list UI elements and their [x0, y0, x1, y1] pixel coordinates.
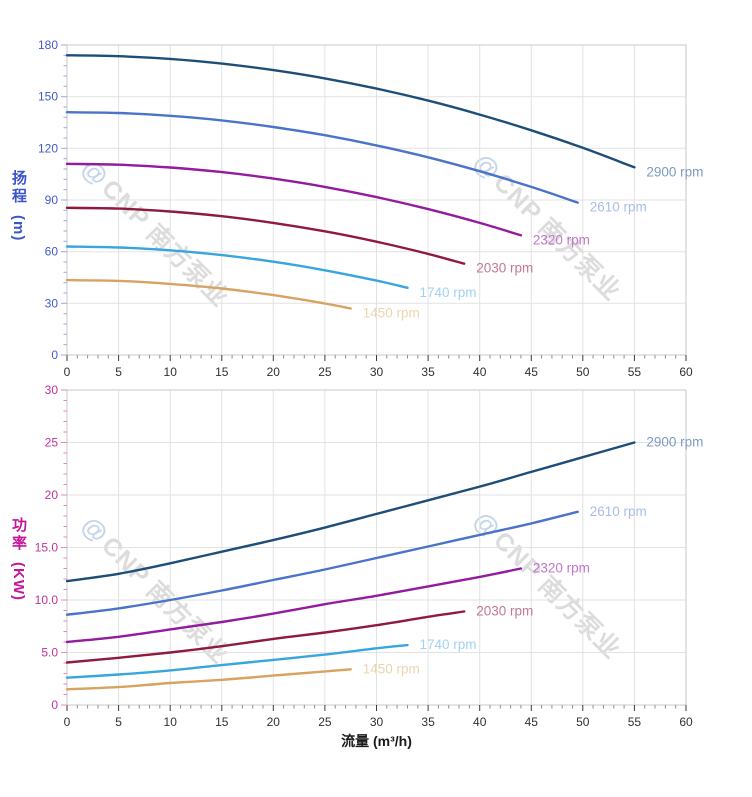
power-curve-label-1450rpm: 1450 rpm [363, 661, 420, 676]
head-curve-label-1740rpm: 1740 rpm [420, 285, 477, 300]
power-y-tick-label: 5.0 [41, 646, 58, 660]
head-x-tick-label: 5 [115, 365, 122, 379]
head-curve-2320rpm [65, 162, 523, 237]
head-curve-label-2900rpm: 2900 rpm [646, 164, 703, 179]
power-y-tick-label: 30 [45, 383, 59, 397]
power-x-tick-label: 0 [64, 715, 71, 729]
power-curve-2320rpm [65, 567, 523, 644]
power-x-tick-label: 20 [267, 715, 281, 729]
head-chart: 0 5 10 15 20 25 30 35 40 45 50 55 60 0 30 60 90 120 150 180… [38, 38, 703, 379]
head-axis-title: 扬程 (m) [10, 170, 27, 242]
power-curve-label-2030rpm: 2030 rpm [476, 604, 533, 619]
head-x-tick-label: 15 [215, 365, 229, 379]
power-axis-title-text: 功率 [10, 517, 27, 553]
head-x-tick-label: 50 [576, 365, 590, 379]
power-y-tick-label: 25 [45, 436, 59, 450]
head-x-tick-label: 20 [267, 365, 281, 379]
power-curve-2030rpm [65, 610, 466, 664]
head-y-tick-label: 0 [51, 348, 58, 362]
head-x-tick-label: 40 [473, 365, 487, 379]
power-curve-2610rpm [65, 510, 579, 616]
power-y-tick-label: 15.0 [35, 541, 59, 555]
power-x-tick-label: 45 [525, 715, 539, 729]
head-curve-2900rpm [65, 54, 636, 169]
power-curve-label-2900rpm: 2900 rpm [646, 435, 703, 450]
head-x-tick-label: 55 [628, 365, 642, 379]
head-curve-label-2610rpm: 2610 rpm [590, 200, 647, 215]
power-y-ticks [61, 389, 67, 706]
head-y-tick-label: 120 [38, 141, 58, 155]
power-curve-label-2320rpm: 2320 rpm [533, 561, 590, 576]
power-x-ticks [66, 705, 687, 711]
head-y-tick-label: 30 [45, 296, 59, 310]
head-y-tick-label: 150 [38, 90, 58, 104]
head-curve-1740rpm [65, 245, 409, 289]
power-x-tick-label: 15 [215, 715, 229, 729]
flow-axis-title: 流量 (m³/h) [341, 733, 412, 749]
head-gridlines [67, 45, 686, 355]
power-x-tick-label: 50 [576, 715, 590, 729]
power-chart: 0 5 10 15 20 25 30 35 40 45 50 55 60 0 5.0 10.0 15.0 20 25… [35, 383, 704, 729]
power-x-tick-label: 60 [679, 715, 693, 729]
power-x-tick-label: 10 [164, 715, 178, 729]
head-y-tick-label: 90 [45, 193, 59, 207]
head-x-tick-label: 10 [164, 365, 178, 379]
head-curve-label-1450rpm: 1450 rpm [363, 306, 420, 321]
head-curve-label-2320rpm: 2320 rpm [533, 232, 590, 247]
head-x-tick-label: 25 [318, 365, 332, 379]
power-x-tick-label: 35 [421, 715, 435, 729]
head-x-tick-label: 45 [525, 365, 539, 379]
power-x-tick-label: 40 [473, 715, 487, 729]
head-x-tick-label: 0 [64, 365, 71, 379]
power-axis-title: 功率 (KW) [10, 517, 27, 601]
power-curve-1450rpm [65, 668, 352, 691]
power-curve-2900rpm [65, 441, 636, 583]
power-curve-1740rpm [65, 643, 409, 679]
head-y-ticks [61, 44, 67, 356]
power-curve-label-2610rpm: 2610 rpm [590, 504, 647, 519]
power-x-tick-label: 5 [115, 715, 122, 729]
head-curve-label-2030rpm: 2030 rpm [476, 261, 533, 276]
head-curve-2610rpm [65, 111, 579, 204]
power-y-tick-label: 0 [51, 698, 58, 712]
power-x-tick-label: 55 [628, 715, 642, 729]
head-x-tick-label: 30 [370, 365, 384, 379]
power-axis-unit: (KW) [10, 562, 27, 601]
head-y-tick-label: 60 [45, 245, 59, 259]
power-y-tick-label: 20 [45, 488, 59, 502]
head-curve-2030rpm [65, 206, 466, 265]
head-x-tick-label: 60 [679, 365, 693, 379]
head-curve-1450rpm [65, 278, 352, 310]
head-x-tick-label: 35 [421, 365, 435, 379]
power-curve-label-1740rpm: 1740 rpm [420, 637, 477, 652]
head-axis-unit: (m) [10, 215, 27, 242]
power-x-tick-label: 30 [370, 715, 384, 729]
power-x-tick-label: 25 [318, 715, 332, 729]
head-x-ticks [66, 355, 687, 361]
head-y-tick-label: 180 [38, 38, 58, 52]
head-axis-title-text: 扬程 [10, 170, 27, 206]
power-y-tick-label: 10.0 [35, 593, 59, 607]
power-gridlines [67, 390, 686, 705]
